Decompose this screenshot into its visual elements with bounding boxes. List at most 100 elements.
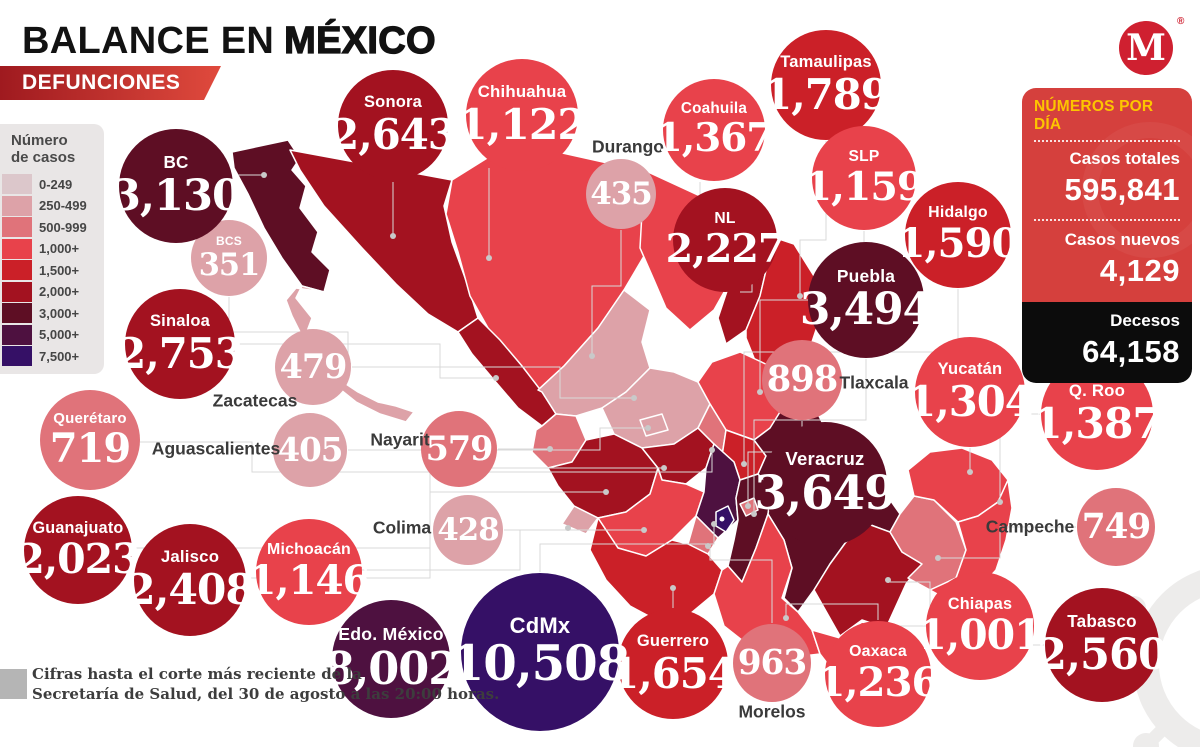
legend-panel: Número de casos 0-249 250-499 500-999 1,000+…	[0, 124, 104, 374]
legend-row: 0-249	[0, 174, 104, 196]
legend-label: 2,000+	[39, 284, 80, 300]
legend-row: 5,000+	[0, 324, 104, 346]
stats-heading: NÚMEROS POR DÍA	[1034, 98, 1180, 142]
footnote-marker	[0, 669, 27, 699]
state-bubble-col: 428	[433, 495, 503, 565]
bubble-value: 1,001	[918, 611, 1042, 660]
state-bubble-nl: NL 2,227	[666, 188, 785, 292]
bubble-value: 1,654	[610, 648, 737, 698]
state-bubble-mor: 963	[733, 624, 811, 702]
bubble-value: 1,122	[458, 99, 587, 150]
state-label-zac: Zacatecas	[212, 390, 298, 411]
bubble-value: 2,560	[1036, 629, 1168, 681]
bubble-state-name: Sinaloa	[149, 312, 211, 331]
state-label-mor: Morelos	[738, 701, 806, 722]
bubble-state-name: SLP	[848, 147, 880, 165]
bubble-value: 405	[277, 429, 344, 469]
legend-label: 7,500+	[39, 348, 80, 364]
legend-label: 3,000+	[39, 305, 80, 321]
bubble-state-name: BC	[163, 153, 189, 173]
state-bubble-mex: Edo. México 8,002	[324, 600, 459, 718]
state-bubble-tamps: Tamaulipas 1,789	[763, 30, 890, 140]
legend-items: 0-249 250-499 500-999 1,000+ 1,500+ 2,000+ 3,0…	[0, 174, 104, 368]
footnote-text: Cifras hasta el corte más reciente de la…	[32, 665, 500, 703]
state-bubble-gto: Guanajuato 2,023	[16, 496, 141, 604]
legend-swatch	[2, 174, 32, 195]
state-bubble-cdmx: CdMx 10,508	[451, 573, 630, 731]
bubble-state-name: Querétaro	[53, 410, 127, 427]
bubble-state-name: Sonora	[363, 93, 423, 112]
state-bubble-zac: 479	[275, 329, 351, 405]
state-bubble-coah: Coahuila 1,367	[656, 79, 773, 181]
state-label-ags: Aguascalientes	[151, 438, 281, 459]
footnote: Cifras hasta el corte más reciente de la…	[0, 665, 499, 704]
bubble-value: 2,023	[16, 535, 140, 584]
stat-deaths-value: 64,158	[1082, 334, 1180, 369]
state-bubble-pue: Puebla 3,494	[800, 242, 933, 358]
state-bubble-jal: Jalisco 2,408	[126, 524, 255, 636]
bubble-value: 719	[49, 425, 131, 472]
bubble-state-name: Jalisco	[160, 546, 220, 566]
legend-swatch	[2, 324, 32, 345]
state-bubble-hgo: Hidalgo 1,590	[897, 182, 1020, 288]
bubble-value: 479	[279, 347, 348, 387]
legend-label: 1,500+	[39, 262, 80, 278]
state-bubble-tab: Tabasco 2,560	[1037, 588, 1168, 702]
legend-swatch	[2, 195, 32, 216]
bubble-value: 1,789	[763, 69, 890, 119]
bubble-value: 3,130	[110, 170, 242, 222]
bubble-value: 3,494	[799, 284, 933, 336]
state-bubble-chis: Chiapas 1,001	[918, 572, 1043, 680]
stat-total-value: 595,841	[1064, 172, 1180, 207]
state-bubble-sin: Sinaloa 2,753	[117, 289, 244, 399]
bubble-value: 2,227	[665, 225, 786, 272]
banner-label: DEFUNCIONES	[22, 71, 181, 94]
bubble-value: 749	[1081, 506, 1152, 547]
stat-new-cases: Casos nuevos 4,129	[1034, 219, 1180, 289]
legend-swatch	[2, 217, 32, 238]
stat-total-label: Casos totales	[1069, 149, 1180, 168]
state-bubble-ags: 405	[273, 413, 347, 487]
bubble-value: 1,387	[1033, 398, 1162, 449]
bubble-value: 10,508	[450, 636, 631, 693]
state-bubble-slp: SLP 1,159	[805, 126, 924, 230]
bubble-value: 2,408	[126, 564, 255, 615]
legend-label: 5,000+	[39, 327, 80, 343]
state-bubble-bc: BC 3,130	[111, 129, 242, 243]
cdmx-marker-dot	[719, 516, 725, 522]
legend-label: 500-999	[39, 219, 87, 235]
legend-row: 1,000+	[0, 238, 104, 260]
bubble-state-name: Puebla	[836, 265, 896, 286]
bubble-value: 435	[590, 175, 652, 212]
bubble-value: 898	[766, 359, 838, 401]
map-state-bcs	[285, 285, 415, 423]
bubble-value: 579	[425, 429, 494, 469]
state-bubble-oax: Oaxaca 1,236	[817, 621, 940, 727]
bubble-value: 2,643	[330, 109, 457, 159]
state-bubble-qro: Querétaro 719	[40, 390, 140, 490]
stat-new-label: Casos nuevos	[1064, 230, 1180, 249]
legend-swatch	[2, 260, 32, 281]
state-label-dgo: Durango	[592, 136, 664, 157]
legend-row: 7,500+	[0, 346, 104, 368]
state-bubble-mich: Michoacán 1,146	[248, 519, 371, 625]
bubble-value: 428	[437, 511, 499, 548]
bubble-state-name: Edo. México	[338, 624, 444, 645]
bubble-state-name: Hidalgo	[928, 204, 988, 222]
bubble-state-name: Tabasco	[1067, 612, 1137, 632]
title-regular: BALANCE EN	[22, 20, 275, 62]
bubble-state-name: Chiapas	[947, 594, 1013, 613]
legend-row: 1,500+	[0, 260, 104, 282]
legend-row: 500-999	[0, 217, 104, 239]
state-bubble-tlax: 898	[762, 340, 842, 420]
stat-deaths-label: Decesos	[1110, 311, 1180, 330]
bubble-state-name: Q. Roo	[1068, 380, 1126, 400]
state-label-camp: Campeche	[985, 516, 1075, 537]
legend-swatch	[2, 238, 32, 259]
bubble-value: 1,367	[655, 115, 774, 161]
state-bubble-yuc: Yucatán 1,304	[907, 337, 1034, 447]
legend-title: Número de casos	[11, 132, 76, 166]
bubble-state-name: CdMx	[509, 613, 571, 639]
